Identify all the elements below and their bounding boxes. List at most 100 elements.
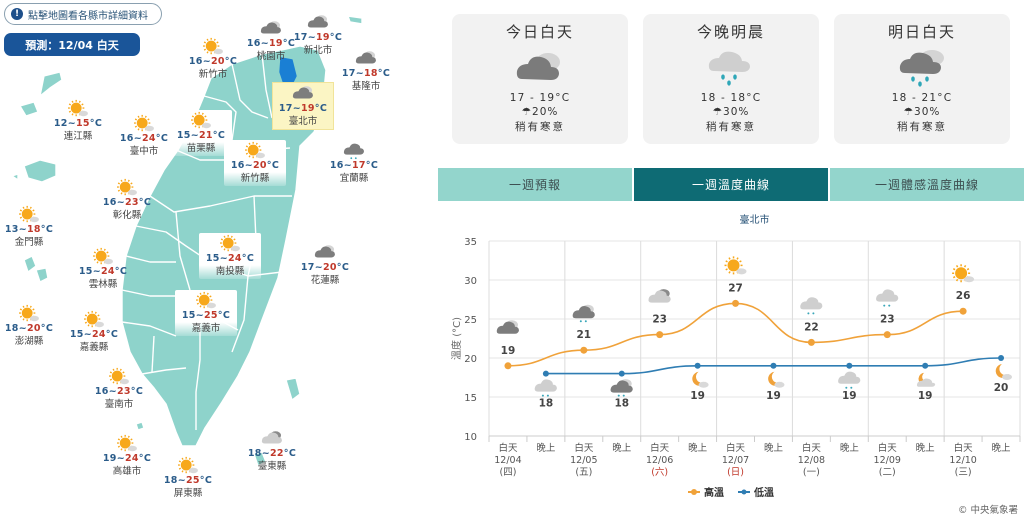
city-marker[interactable]: 19~24°C 高雄市: [96, 433, 158, 479]
city-temp-high: 23: [116, 386, 131, 397]
city-marker[interactable]: 18~22°C 臺東縣: [241, 428, 303, 474]
city-marker[interactable]: 16~23°C 臺南市: [88, 366, 150, 412]
city-temp-low: 16: [119, 133, 134, 144]
data-point[interactable]: [807, 338, 815, 346]
data-value-label: 23: [652, 314, 667, 326]
city-temp-low: 15: [69, 329, 84, 340]
city-temp-high: 25: [203, 310, 218, 321]
data-point[interactable]: [922, 362, 929, 369]
city-marker[interactable]: 17~19°C 新北市: [287, 12, 349, 58]
data-value-label: 19: [918, 390, 933, 402]
city-marker[interactable]: 15~24°C 南投縣: [199, 233, 261, 279]
city-marker[interactable]: 18~20°C 澎湖縣: [0, 303, 60, 349]
data-point[interactable]: [504, 362, 512, 370]
city-temp-range: 16~23°C: [94, 386, 144, 397]
card-title: 今晚明晨: [696, 23, 765, 41]
x-period-label: 白天: [574, 442, 594, 454]
data-point[interactable]: [694, 362, 701, 369]
city-marker[interactable]: 16~20°C 新竹縣: [224, 140, 286, 186]
matsu-islands: [19, 71, 63, 117]
city-temp-low: 19: [102, 453, 117, 464]
summary-card-today-day[interactable]: 今日白天 17 - 19°C ☂20% 稍有寒意: [452, 14, 628, 144]
rain-icon: [323, 140, 385, 160]
card-comfort: 稍有寒意: [706, 121, 756, 133]
city-marker[interactable]: 13~18°C 金門縣: [0, 204, 60, 250]
city-temp-low: 16: [246, 38, 261, 49]
data-value-label: 20: [994, 382, 1009, 394]
moon-icon: [995, 364, 1013, 380]
city-marker[interactable]: 16~19°C 桃園市: [240, 18, 302, 64]
data-point[interactable]: [846, 362, 853, 369]
city-marker[interactable]: 16~24°C 臺中市: [113, 113, 175, 159]
summary-card-tomorrow-day[interactable]: 明日白天 18 - 21°C ☂30% 稍有寒意: [834, 14, 1010, 144]
city-marker[interactable]: 15~21°C 苗栗縣: [170, 110, 232, 156]
x-period-label: 晚上: [916, 443, 936, 454]
city-marker[interactable]: 17~20°C 花蓮縣: [294, 242, 356, 288]
city-temp-high: 23: [124, 197, 139, 208]
city-marker[interactable]: 17~18°C 基隆市: [335, 48, 397, 94]
city-temp-range: 17~19°C: [278, 103, 328, 114]
data-point[interactable]: [959, 307, 967, 315]
city-temp-high: 24: [124, 453, 139, 464]
city-temp-range: 17~18°C: [341, 68, 391, 79]
data-point[interactable]: [542, 370, 549, 377]
city-temp-low: 17: [293, 32, 308, 43]
city-marker[interactable]: 16~20°C 新竹市: [182, 36, 244, 82]
city-temp-range: 15~24°C: [78, 266, 128, 277]
city-name: 花蓮縣: [310, 275, 340, 286]
city-temp-range: 16~20°C: [230, 160, 280, 171]
city-temp-range: 16~19°C: [246, 38, 296, 49]
penghu-islands: [23, 255, 49, 283]
city-marker[interactable]: 18~25°C 屏東縣: [157, 455, 219, 501]
data-point[interactable]: [580, 346, 588, 354]
data-point[interactable]: [732, 299, 740, 307]
city-temp-range: 16~17°C: [329, 160, 379, 171]
sunny-icon: [724, 256, 747, 275]
x-period-label: 晚上: [840, 443, 860, 454]
x-weekday-label: (日): [727, 467, 744, 478]
city-temp-high: 22: [269, 448, 284, 459]
moon-cloud-icon: [916, 372, 936, 387]
legend-high[interactable]: 高溫: [688, 486, 724, 499]
light-rain-icon: [800, 297, 823, 315]
city-name: 宜蘭縣: [339, 173, 369, 184]
city-temp-range: 17~19°C: [293, 32, 343, 43]
city-name: 臺中市: [129, 146, 159, 157]
city-marker[interactable]: 15~25°C 嘉義市: [175, 290, 237, 336]
city-temp-low: 18: [247, 448, 262, 459]
sunny-icon: [157, 455, 219, 475]
tab-weekly-temperature-curve[interactable]: 一週溫度曲線: [634, 168, 828, 201]
light-rain-icon: [643, 44, 819, 90]
x-period-label: 晚上: [688, 443, 708, 454]
city-name: 彰化縣: [112, 210, 142, 221]
city-marker[interactable]: 15~24°C 嘉義縣: [63, 309, 125, 355]
svg-text:低溫: 低溫: [753, 486, 774, 499]
city-marker[interactable]: 16~17°C 宜蘭縣: [323, 140, 385, 186]
summary-card-tonight[interactable]: 今晚明晨 18 - 18°C ☂30% 稍有寒意: [643, 14, 819, 144]
data-point[interactable]: [883, 331, 891, 339]
data-value-label: 19: [842, 390, 857, 402]
y-tick-label: 30: [464, 276, 477, 287]
moon-icon: [768, 371, 785, 388]
tab-weekly-apparent-temperature-curve[interactable]: 一週體感溫度曲線: [830, 168, 1024, 201]
city-marker[interactable]: 12~15°C 連江縣: [47, 98, 109, 144]
data-point[interactable]: [656, 331, 664, 339]
city-temp-high: 19: [300, 103, 315, 114]
data-point[interactable]: [770, 362, 777, 369]
city-marker[interactable]: 15~24°C 雲林縣: [72, 246, 134, 292]
tab-weekly-forecast[interactable]: 一週預報: [438, 168, 632, 201]
x-weekday-label: (六): [651, 466, 668, 478]
forecast-period-badge[interactable]: 預測：12/04 白天: [4, 33, 140, 56]
city-marker[interactable]: 17~19°C 臺北市: [272, 82, 334, 130]
city-temp-range: 15~24°C: [205, 253, 255, 264]
data-value-label: 22: [804, 321, 819, 333]
data-point[interactable]: [998, 355, 1005, 361]
y-tick-label: 35: [464, 237, 477, 248]
data-point[interactable]: [618, 370, 625, 377]
city-marker[interactable]: 16~23°C 彰化縣: [96, 177, 158, 223]
x-weekday-label: (五): [575, 467, 592, 478]
legend-low[interactable]: 低溫: [738, 486, 774, 499]
sunny-icon: [88, 366, 150, 386]
city-temp-range: 18~20°C: [4, 323, 54, 334]
